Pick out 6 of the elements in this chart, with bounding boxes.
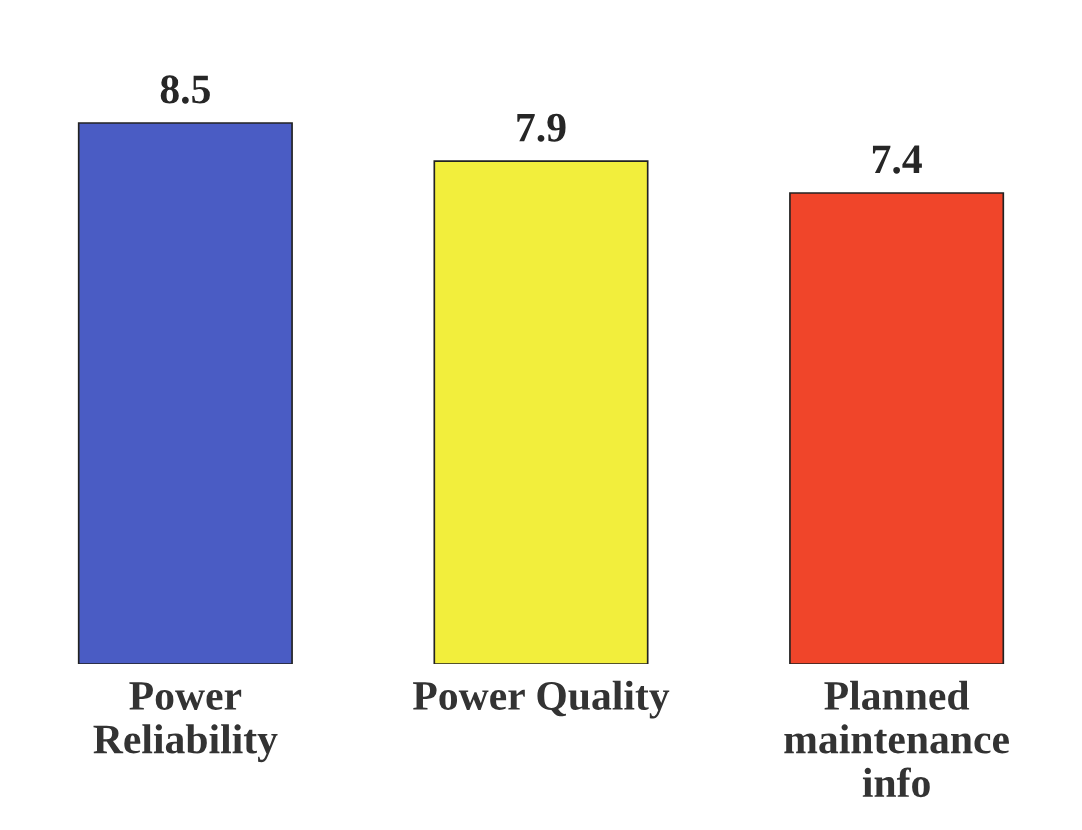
x-tick-label: Power Quality: [413, 680, 670, 719]
data-label: 7.9: [517, 113, 566, 142]
data-label: 8.5: [160, 75, 210, 104]
x-tick-label: Power Reliability: [93, 682, 278, 763]
data-label: 7.4: [872, 145, 922, 174]
x-tick-label: Planned maintenance info: [784, 680, 1009, 798]
